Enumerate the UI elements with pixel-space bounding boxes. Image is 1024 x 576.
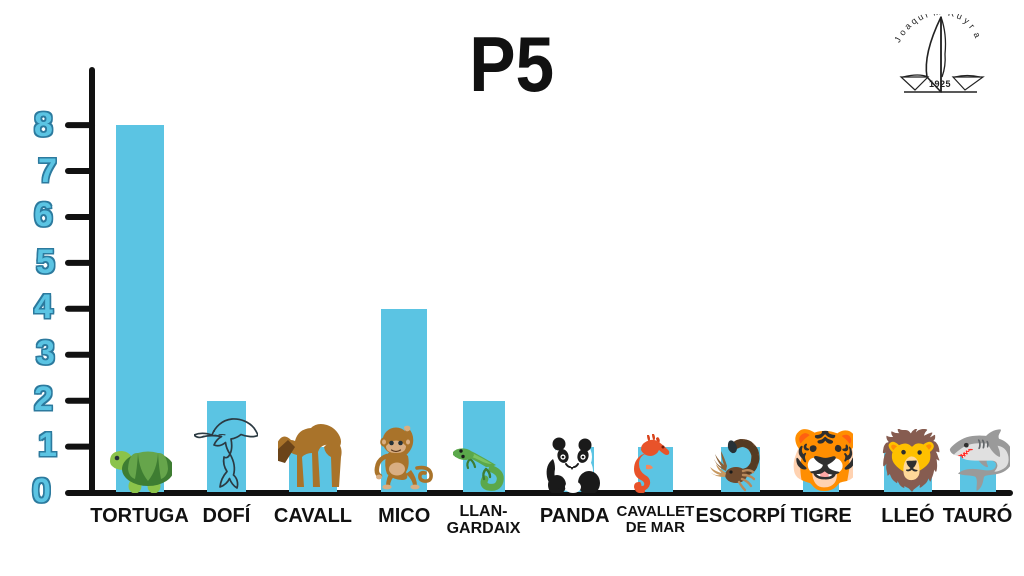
svg-text:R: R <box>947 14 956 19</box>
svg-text:1925: 1925 <box>929 79 951 89</box>
svg-text:a: a <box>971 30 982 39</box>
svg-text:u: u <box>955 14 963 22</box>
svg-text:i: i <box>924 14 929 20</box>
svg-text:J: J <box>895 36 903 45</box>
svg-text:r: r <box>967 22 977 31</box>
svg-text:m: m <box>932 14 941 18</box>
